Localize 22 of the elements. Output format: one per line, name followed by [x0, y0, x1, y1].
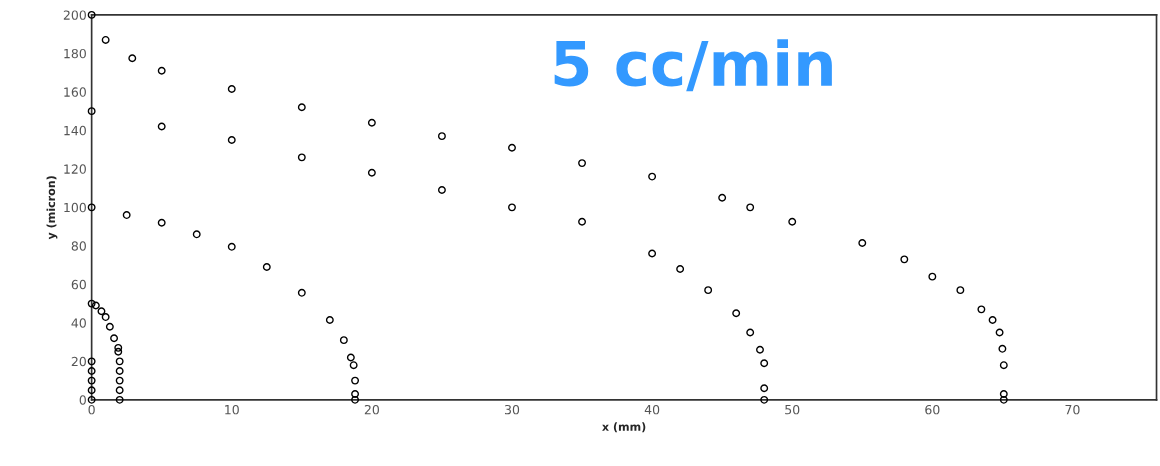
x-tick-label: 0 [88, 404, 95, 415]
annotation: 5 cc/min [554, 39, 832, 92]
y-tick-label: 60 [71, 279, 86, 290]
y-tick-label: 160 [64, 87, 86, 97]
y-tick-label: 180 [64, 48, 86, 59]
y-tick-label: 20 [71, 356, 86, 367]
x-tick-label: 50 [785, 404, 800, 415]
x-tick-label: 60 [925, 404, 940, 415]
x-axis-title: x (mm) [602, 422, 646, 433]
x-tick-label: 30 [504, 404, 520, 415]
y-tick-label: 140 [64, 125, 86, 136]
x-tick-label: 70 [1065, 404, 1080, 415]
y-tick-label: 40 [71, 318, 86, 328]
x-tick-label: 20 [364, 404, 379, 415]
x-tick-label: 10 [225, 404, 239, 415]
y-tick-label: 200 [63, 10, 86, 20]
y-axis-title: y (micron) [46, 176, 58, 240]
y-tick-label: 120 [64, 164, 86, 174]
y-tick-label: 80 [71, 241, 86, 251]
x-tick-label: 40 [644, 404, 660, 415]
y-tick-label: 0 [79, 395, 86, 405]
y-tick-label: 100 [64, 202, 86, 213]
